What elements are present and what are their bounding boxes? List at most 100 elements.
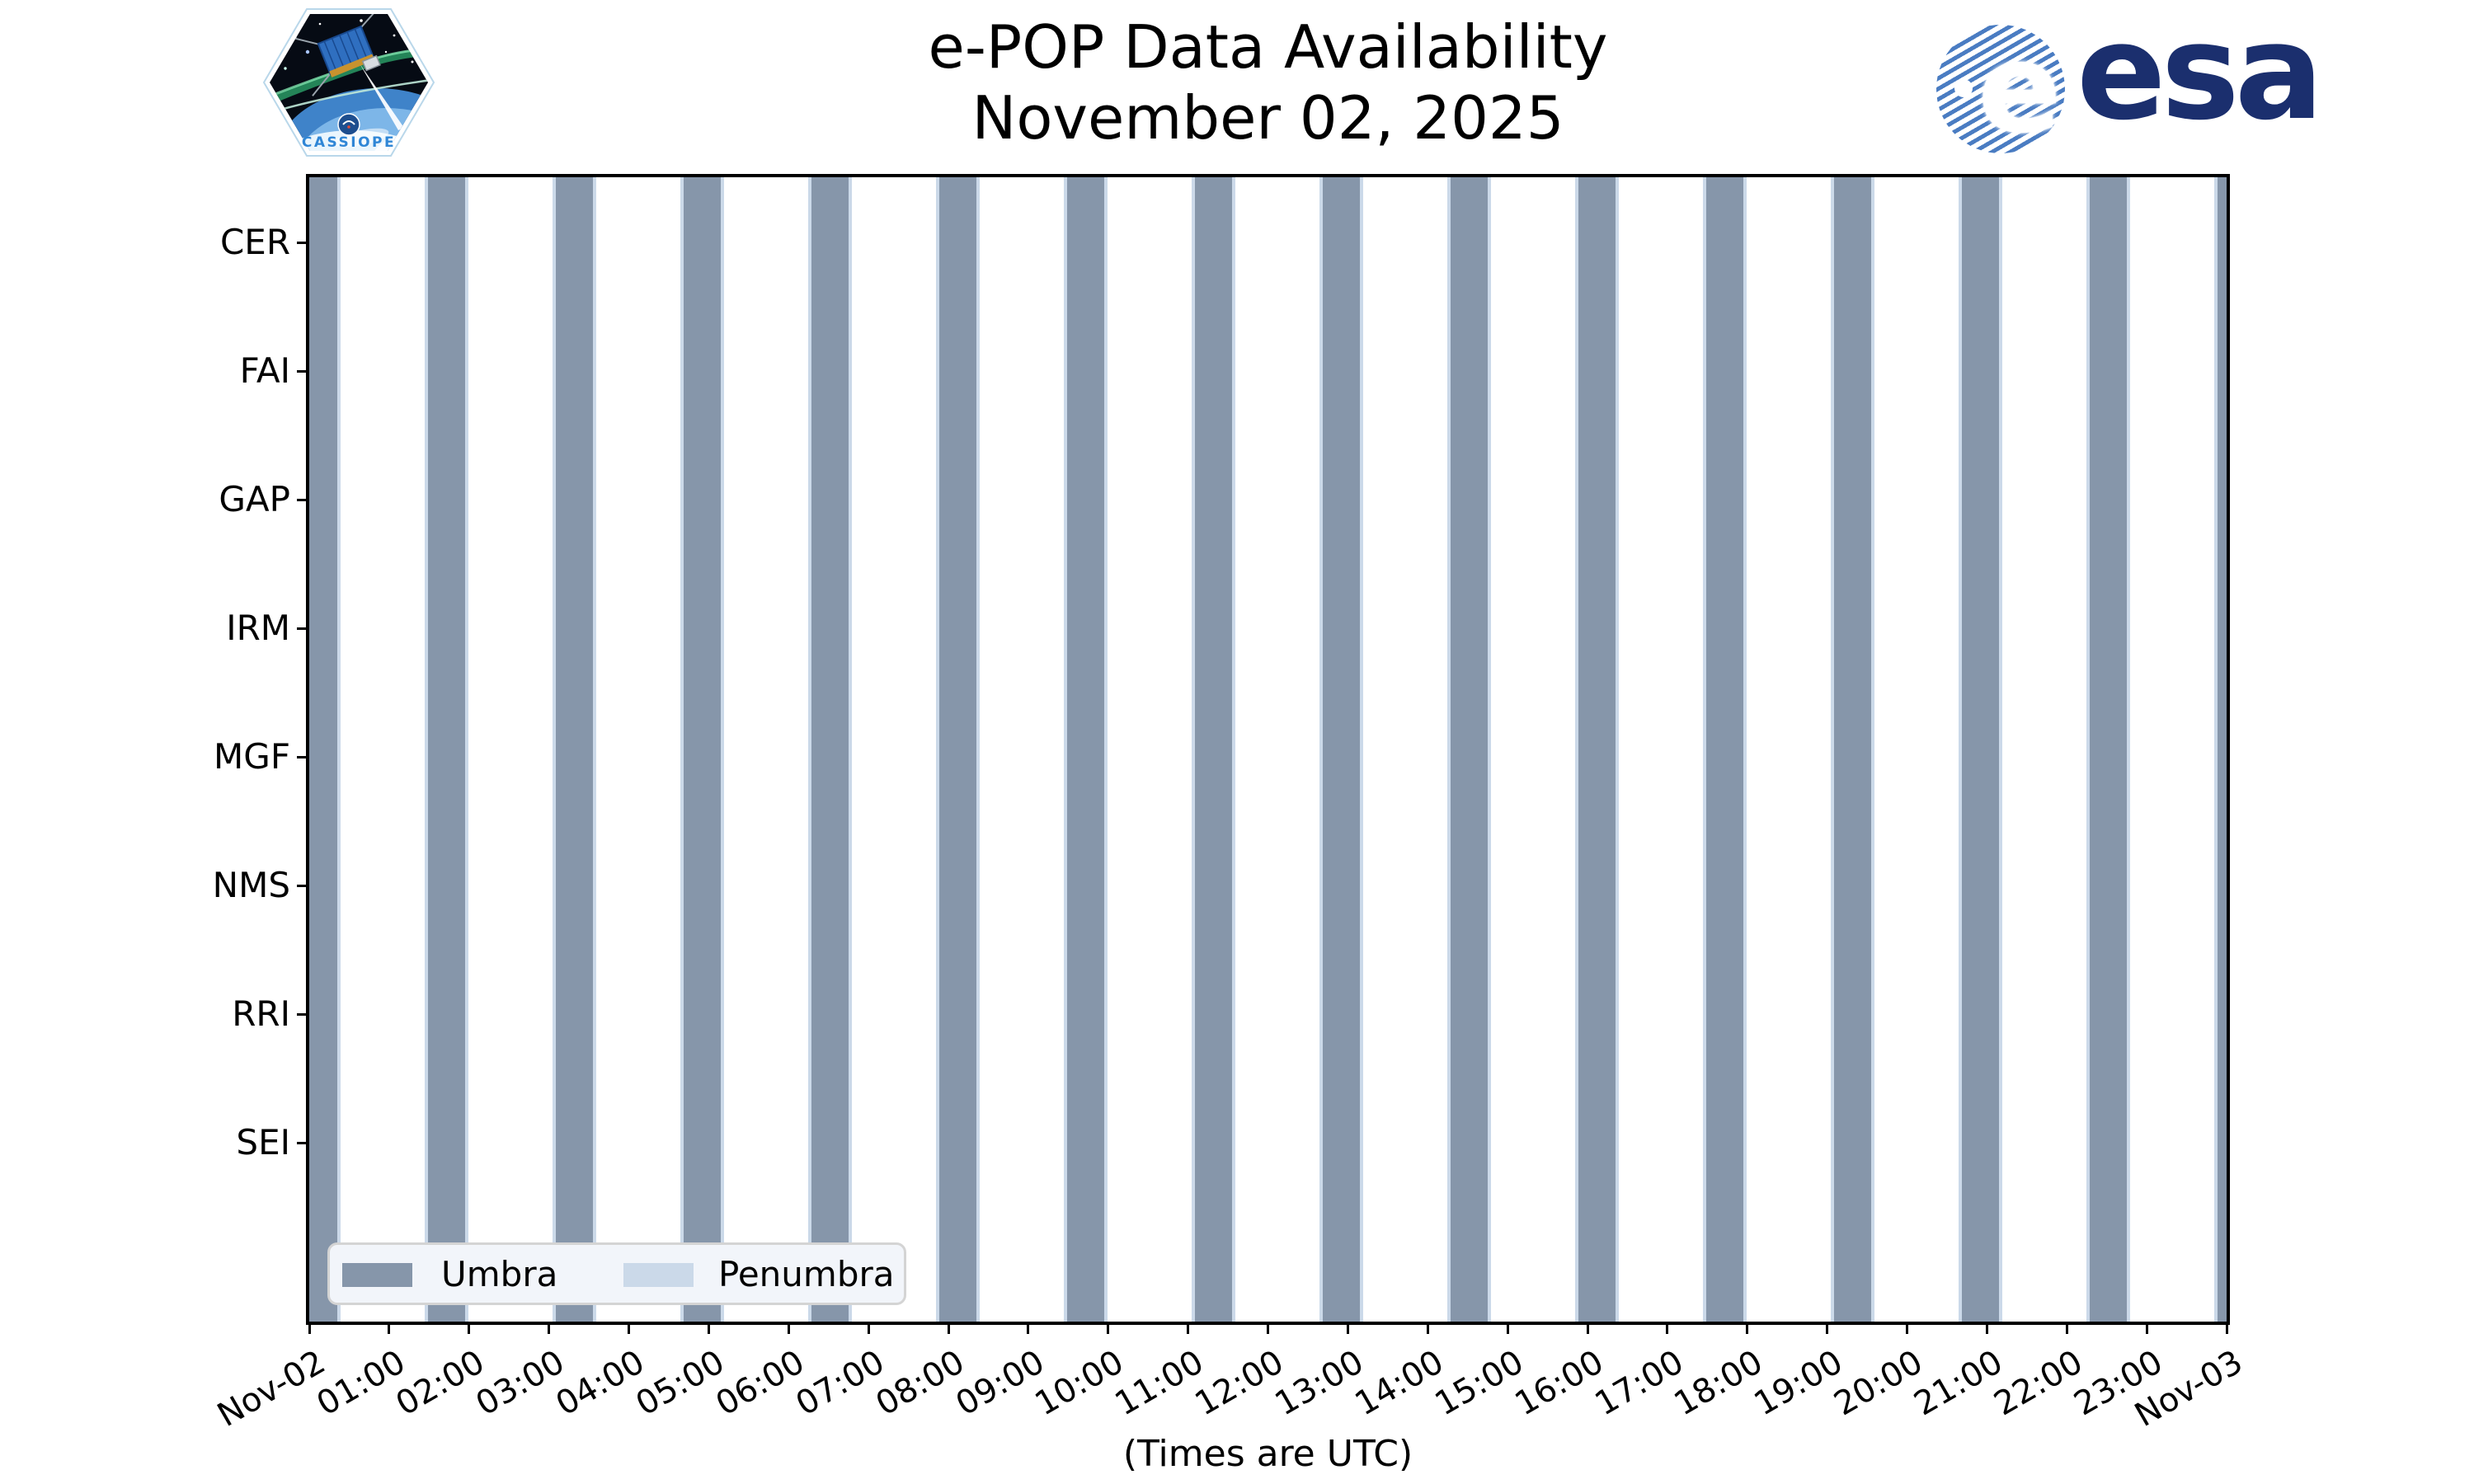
y-tick: [297, 884, 309, 887]
y-tick: [297, 241, 309, 244]
penumbra-band: [1447, 177, 1451, 1322]
umbra-band: [428, 177, 465, 1322]
penumbra-band: [2214, 177, 2218, 1322]
umbra-band: [309, 177, 337, 1322]
umbra-band: [2218, 177, 2227, 1322]
y-tick: [297, 1012, 309, 1016]
umbra-band: [1578, 177, 1616, 1322]
legend-penumbra-swatch: [623, 1263, 694, 1287]
cassiope-label: CASSIOPE: [302, 134, 396, 151]
legend-penumbra-label: Penumbra: [718, 1254, 895, 1294]
y-tick: [297, 627, 309, 630]
x-tick: [548, 1322, 551, 1334]
x-tick: [2225, 1322, 2228, 1334]
x-tick: [867, 1322, 870, 1334]
x-tick-label: 13:00: [1268, 1343, 1371, 1424]
esa-globe-icon: e: [1936, 25, 2065, 153]
esa-wordmark: esa: [2077, 0, 2324, 149]
x-tick: [947, 1322, 950, 1334]
x-tick-label: 05:00: [629, 1343, 731, 1424]
x-tick-label: 15:00: [1428, 1343, 1531, 1424]
x-tick-label: 14:00: [1348, 1343, 1451, 1424]
legend: Umbra Penumbra: [327, 1242, 906, 1305]
penumbra-band: [1703, 177, 1707, 1322]
x-tick: [1506, 1322, 1509, 1334]
umbra-band: [939, 177, 976, 1322]
umbra-band: [1962, 177, 1999, 1322]
penumbra-band: [2086, 177, 2091, 1322]
umbra-band: [1323, 177, 1360, 1322]
x-tick: [1027, 1322, 1030, 1334]
chart-title: e-POP Data Availability November 02, 202…: [309, 12, 2227, 153]
x-tick-label: 17:00: [1588, 1343, 1690, 1424]
penumbra-band: [808, 177, 812, 1322]
x-tick: [308, 1322, 311, 1334]
x-tick-label: 06:00: [709, 1343, 811, 1424]
umbra-band: [1706, 177, 1743, 1322]
x-tick: [628, 1322, 630, 1334]
umbra-band: [556, 177, 593, 1322]
penumbra-band: [936, 177, 940, 1322]
penumbra-band: [976, 177, 980, 1322]
x-tick: [1187, 1322, 1190, 1334]
esa-globe-e-glyph: e: [1978, 25, 2062, 153]
x-tick: [1666, 1322, 1669, 1334]
instrument-row-label: CER: [219, 222, 290, 262]
x-tick: [1826, 1322, 1829, 1334]
penumbra-band: [425, 177, 429, 1322]
penumbra-band: [1487, 177, 1491, 1322]
penumbra-band: [1103, 177, 1108, 1322]
x-tick-label: 01:00: [310, 1343, 412, 1424]
penumbra-band: [2126, 177, 2130, 1322]
instrument-row-label: FAI: [239, 350, 290, 391]
umbra-band: [684, 177, 721, 1322]
x-tick-label: 09:00: [949, 1343, 1051, 1424]
x-tick-label: 16:00: [1508, 1343, 1610, 1424]
y-tick: [297, 1141, 309, 1144]
x-tick: [1346, 1322, 1349, 1334]
legend-umbra-label: Umbra: [441, 1254, 558, 1294]
x-tick-label: 21:00: [1907, 1343, 2010, 1424]
instrument-row-label: RRI: [232, 993, 290, 1034]
penumbra-band: [553, 177, 557, 1322]
x-tick-label: 02:00: [389, 1343, 492, 1424]
x-tick: [1985, 1322, 1988, 1334]
legend-umbra-swatch: [342, 1263, 412, 1287]
x-tick-label: 20:00: [1827, 1343, 1930, 1424]
penumbra-band: [720, 177, 724, 1322]
x-tick: [1586, 1322, 1589, 1334]
instrument-row-label: GAP: [219, 479, 290, 519]
penumbra-band: [1831, 177, 1835, 1322]
x-tick: [388, 1322, 391, 1334]
x-tick: [2065, 1322, 2068, 1334]
x-tick: [468, 1322, 471, 1334]
x-axis-label: (Times are UTC): [1122, 1433, 1413, 1475]
x-tick: [1746, 1322, 1749, 1334]
x-tick-label: 19:00: [1747, 1343, 1850, 1424]
penumbra-band: [592, 177, 596, 1322]
penumbra-band: [1575, 177, 1579, 1322]
x-tick-label: 03:00: [469, 1343, 571, 1424]
penumbra-band: [1998, 177, 2002, 1322]
x-tick-label: 11:00: [1108, 1343, 1211, 1424]
x-tick-label: 07:00: [789, 1343, 891, 1424]
umbra-band: [1834, 177, 1871, 1322]
y-tick: [297, 755, 309, 758]
instrument-row-label: NMS: [212, 865, 290, 905]
x-tick: [2145, 1322, 2148, 1334]
title-line-2: November 02, 2025: [971, 83, 1564, 153]
title-line-1: e-POP Data Availability: [928, 12, 1608, 82]
x-tick: [1906, 1322, 1908, 1334]
instrument-row-label: SEI: [236, 1122, 290, 1162]
penumbra-band: [848, 177, 852, 1322]
penumbra-band: [680, 177, 684, 1322]
penumbra-band: [1615, 177, 1619, 1322]
x-tick-label: 22:00: [1987, 1343, 2090, 1424]
esa-globe-star-dot: [1954, 79, 1973, 97]
penumbra-band: [1192, 177, 1196, 1322]
penumbra-band: [1064, 177, 1068, 1322]
penumbra-band: [1870, 177, 1874, 1322]
penumbra-band: [464, 177, 468, 1322]
instrument-row-label: IRM: [226, 608, 290, 648]
umbra-band: [811, 177, 849, 1322]
